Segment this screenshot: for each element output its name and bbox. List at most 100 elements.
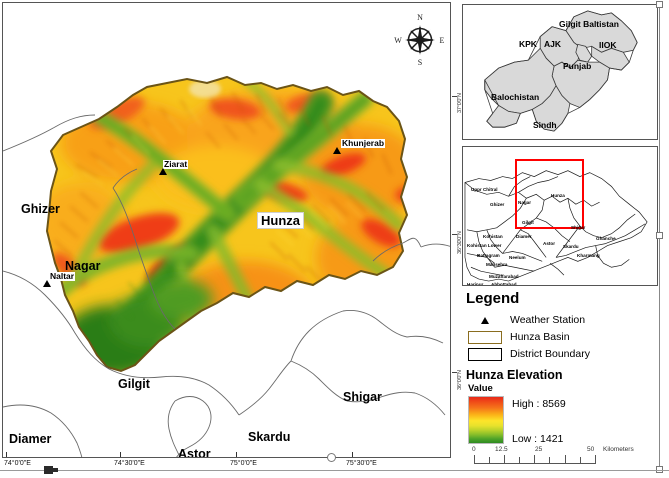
inset2-label-muzaffarabad: Muzaffarabad: [489, 274, 519, 279]
legend-title: Legend: [466, 290, 520, 307]
inset2-label-mansehra: Mansehra: [486, 262, 508, 267]
aoi-extent-box[interactable]: [515, 159, 584, 229]
station-label-khunjerab: Khunjerab: [341, 138, 386, 148]
inset2-label-shigar: Shigar: [571, 225, 586, 230]
inset2-label-kohistan: Kohistan: [483, 234, 503, 239]
scalebar-tick: [549, 457, 550, 463]
inset1-label-gilgit-baltistan: Gilgit Baltistan: [559, 19, 619, 29]
inset2-label-ghizer: Ghizer: [490, 202, 505, 207]
map-label-nagar: Nagar: [65, 259, 101, 273]
inset2-label-ghanche: Ghanche: [596, 236, 616, 241]
legend-label-weather-station: Weather Station: [510, 314, 586, 326]
lon-label-74-0: 74°0'0"E: [4, 460, 31, 467]
inset2-label-skardu: Skardu: [563, 244, 579, 249]
scalebar-tick: [580, 457, 581, 463]
layout-handle-axis-middle[interactable]: [327, 453, 336, 462]
elevation-low-label: Low : 1421: [512, 433, 564, 445]
elevation-legend-title: Hunza Elevation: [466, 368, 563, 382]
elevation-value-label: Value: [468, 383, 493, 394]
elevation-color-ramp-group: High : 8569 Low : 1421: [468, 396, 648, 448]
lat-tick: [452, 372, 457, 373]
district-boundary-swatch-icon: [464, 347, 506, 361]
scalebar-tick: [489, 457, 490, 463]
hunza-basin-swatch-icon: [464, 330, 506, 344]
elevation-color-ramp: [468, 396, 504, 444]
scalebar-label-50: 50: [587, 446, 595, 453]
scalebar-label-12-5: 12.5: [495, 446, 508, 453]
scalebar-label-25: 25: [535, 446, 543, 453]
selection-handle-top[interactable]: [656, 1, 663, 8]
inset1-label-sindh: Sindh: [533, 120, 557, 130]
district-boundary-layer: [3, 3, 450, 457]
selection-handle-middle[interactable]: [656, 232, 663, 239]
scale-bar: 0 12.5 25 50 Kilometers: [466, 446, 656, 472]
inset1-label-punjab: Punjab: [563, 61, 592, 71]
layout-handle-bottom-left[interactable]: [44, 466, 53, 474]
map-label-diamer: Diamer: [9, 432, 52, 446]
scalebar-tick: [595, 455, 596, 463]
hunza-elevation-raster: [21, 73, 421, 373]
lon-label-75-0: 75°0'0"E: [230, 460, 257, 467]
selection-handle-bottom[interactable]: [656, 466, 663, 473]
elevation-high-label: High : 8569: [512, 398, 566, 410]
inset1-label-kpk: KPK: [519, 39, 537, 49]
station-label-naltar: Naltar: [49, 271, 76, 281]
inset2-label-haripur: Haripur: [467, 282, 484, 286]
compass-east-label: E: [440, 36, 445, 45]
lat-tick: [452, 234, 457, 235]
scalebar-unit: Kilometers: [603, 446, 634, 453]
map-label-astor: Astor: [178, 447, 211, 458]
north-arrow-compass: N E S W: [390, 9, 450, 71]
inset2-label-uppr-chitral: Uppr Chitral: [471, 187, 498, 192]
inset2-label-gilgit: Gilgit: [522, 220, 534, 225]
lon-tick-mark: [236, 452, 237, 457]
lon-tick-mark: [120, 452, 121, 457]
scalebar-tick: [474, 455, 475, 463]
lon-tick-mark: [6, 452, 7, 457]
scalebar-tick: [504, 455, 505, 463]
map-label-hunza-basin: Hunza: [257, 212, 304, 229]
map-label-skardu: Skardu: [248, 430, 291, 444]
pakistan-provinces-inset[interactable]: Gilgit Baltistan KPK AJK IIOK Punjab Bal…: [462, 4, 658, 140]
lon-label-75-30: 75°30'0"E: [346, 460, 377, 467]
legend-label-hunza-basin: Hunza Basin: [510, 331, 570, 343]
inset2-label-diamer: Diamer: [516, 234, 532, 239]
lon-tick-mark: [352, 452, 353, 457]
map-label-gilgit: Gilgit: [118, 377, 150, 391]
inset2-label-kohistan-lower: Kohistan Lower: [467, 243, 502, 248]
legend-row-district-boundary: District Boundary: [464, 346, 664, 362]
compass-south-label: S: [418, 58, 422, 67]
legend-row-weather-station: Weather Station: [464, 312, 664, 328]
inset2-label-battagram: Battagram: [477, 253, 500, 258]
compass-west-label: W: [394, 36, 402, 45]
inset2-label-abbottabad: Abbottabad: [491, 282, 517, 286]
inset1-label-iiok: IIOK: [599, 40, 617, 50]
station-marker-naltar[interactable]: [43, 280, 51, 287]
legend-panel: Legend Weather Station Hunza Basin Distr…: [464, 290, 664, 445]
main-map-frame[interactable]: N E S W: [2, 2, 451, 458]
legend-label-district-boundary: District Boundary: [510, 348, 590, 360]
map-label-ghizer: Ghizer: [21, 202, 60, 216]
scalebar-tick: [565, 455, 566, 463]
scalebar-label-0: 0: [472, 446, 476, 453]
station-marker-khunjerab[interactable]: [333, 147, 341, 154]
weather-station-icon: [464, 316, 506, 324]
layout-handle-bottom-left-tail[interactable]: [52, 468, 58, 472]
inset2-label-neelum: Neelum: [509, 255, 526, 260]
lat-label-36-0: 36°0'0"N: [457, 370, 463, 390]
compass-north-label: N: [417, 13, 423, 22]
scalebar-tick: [519, 457, 520, 463]
legend-row-hunza-basin: Hunza Basin: [464, 329, 664, 345]
lon-label-74-30: 74°30'0"E: [114, 460, 145, 467]
inset1-label-balochistan: Balochistan: [491, 92, 540, 102]
station-label-ziarat: Ziarat: [163, 159, 189, 169]
inset2-label-kharmang: Kharmang: [577, 253, 600, 258]
scalebar-baseline: [474, 463, 596, 464]
inset2-label-nagar: Nagar: [518, 200, 532, 205]
map-label-shigar: Shigar: [343, 390, 382, 404]
district-boundary-inset[interactable]: Uppr Chitral Ghizer Nagar Hunza Gilgit S…: [462, 146, 658, 286]
station-marker-ziarat[interactable]: [159, 168, 167, 175]
lat-tick: [452, 96, 457, 97]
inset1-label-ajk: AJK: [544, 39, 562, 49]
